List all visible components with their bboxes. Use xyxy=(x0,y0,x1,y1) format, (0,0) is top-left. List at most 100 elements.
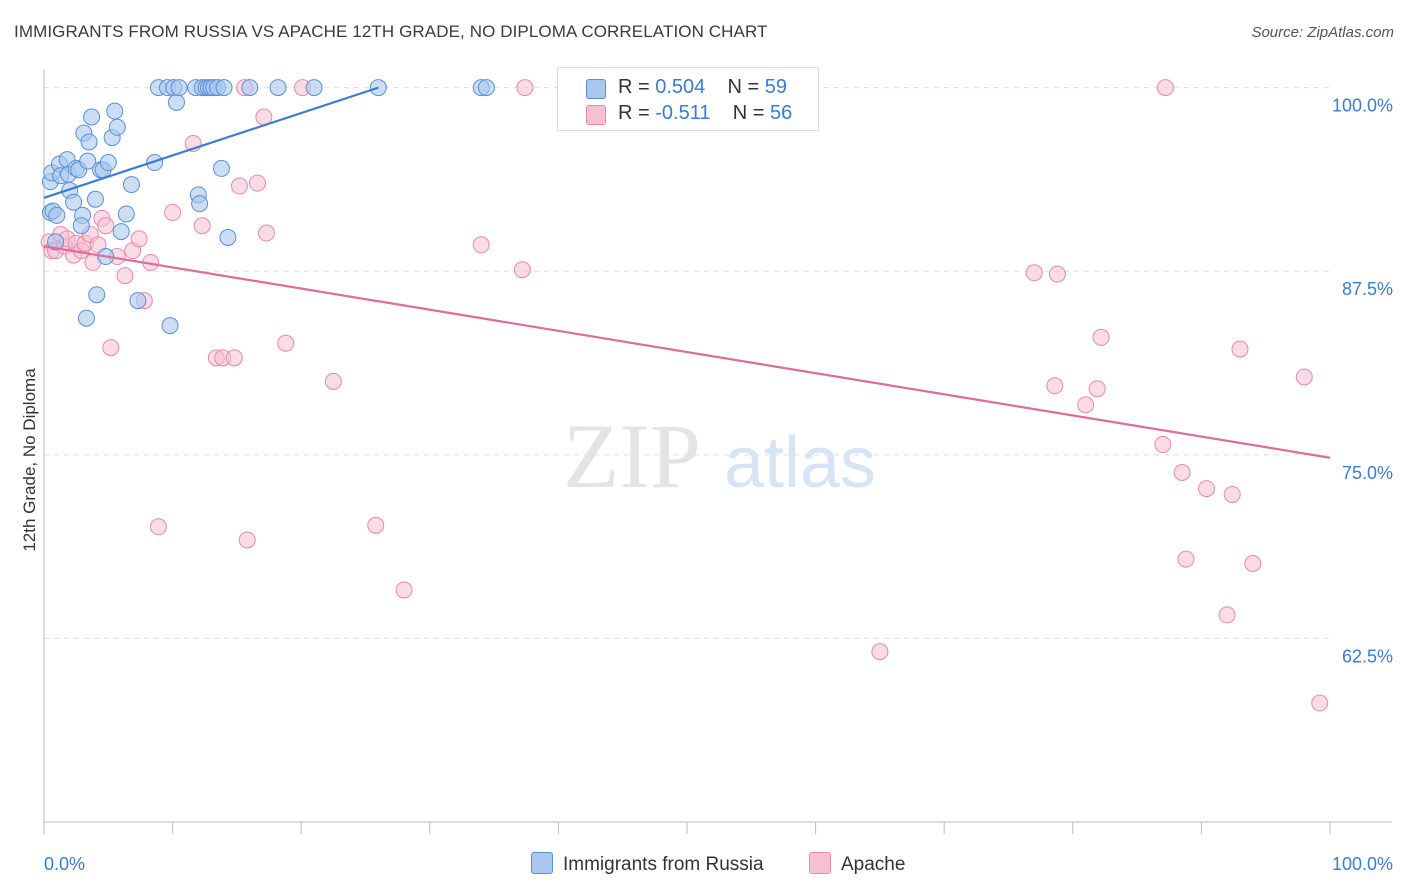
trend-lines xyxy=(43,86,1331,459)
watermark-atlas: atlas xyxy=(724,423,876,503)
apache-point xyxy=(1198,480,1216,498)
apache-point xyxy=(1046,377,1064,395)
russia-point xyxy=(191,195,209,213)
apache-point xyxy=(193,217,211,235)
russia-point xyxy=(65,193,83,211)
russia-point xyxy=(122,176,140,194)
apache-point xyxy=(164,203,182,221)
watermark: ZIP atlas xyxy=(563,405,876,507)
apache-point xyxy=(1048,265,1066,283)
y-tick-label-2: 75.0% xyxy=(1342,463,1393,483)
apache-point xyxy=(1092,328,1110,346)
legend-r-value-apache: -0.511 xyxy=(655,102,711,124)
apache-point xyxy=(248,174,266,192)
russia-point xyxy=(77,309,95,327)
apache-point xyxy=(1156,79,1174,97)
russia-point xyxy=(72,217,90,235)
russia-point xyxy=(305,79,323,97)
russia-point xyxy=(108,118,126,136)
x-tick-label-1: 100.0% xyxy=(1332,854,1393,874)
y-tick-label-0: 100.0% xyxy=(1332,96,1393,116)
legend-swatch-apache xyxy=(586,105,606,125)
apache-point xyxy=(395,581,413,599)
russia-point xyxy=(269,79,287,97)
bottom-legend-label-apache: Apache xyxy=(841,854,906,875)
legend-r-value-russia: 0.504 xyxy=(655,76,706,98)
legend-r-label: R = xyxy=(618,76,650,98)
apache-point xyxy=(1218,606,1236,624)
apache-point xyxy=(116,267,134,285)
bottom-legend-apache: Apache xyxy=(809,852,905,876)
apache-point xyxy=(367,516,385,534)
legend-swatch-russia xyxy=(586,79,606,99)
apache-trend-line xyxy=(43,245,1331,459)
legend-n-value-russia: 59 xyxy=(764,76,788,98)
apache-point xyxy=(149,518,167,536)
russia-point xyxy=(79,152,97,170)
apache-point xyxy=(1223,485,1241,503)
russia-point xyxy=(477,79,495,97)
russia-points xyxy=(41,79,495,335)
russia-point xyxy=(106,102,124,120)
bottom-legend-russia: Immigrants from Russia xyxy=(531,852,764,876)
apache-point xyxy=(1311,694,1329,712)
bottom-legend-swatch-apache xyxy=(809,852,831,874)
legend-n-value-apache: 56 xyxy=(769,102,793,124)
apache-points xyxy=(40,79,1329,712)
apache-point xyxy=(1025,264,1043,282)
russia-point xyxy=(80,133,98,151)
apache-point xyxy=(277,334,295,352)
apache-point xyxy=(238,531,256,549)
apache-point xyxy=(324,372,342,390)
apache-point xyxy=(1295,368,1313,386)
legend-n-label: N = xyxy=(732,102,765,124)
russia-point xyxy=(167,93,185,111)
correlation-legend: R = 0.504 N = 59 R = -0.511 N = 56 xyxy=(557,67,819,131)
x-tick-label-0: 0.0% xyxy=(44,854,85,874)
russia-point xyxy=(161,317,179,335)
apache-point xyxy=(1231,340,1249,358)
apache-point xyxy=(130,230,148,248)
legend-n-label: N = xyxy=(727,76,760,98)
russia-point xyxy=(99,154,117,172)
bottom-legend-label-russia: Immigrants from Russia xyxy=(563,854,764,875)
russia-point xyxy=(129,292,147,310)
russia-point xyxy=(241,79,259,97)
apache-point xyxy=(102,339,120,357)
russia-trend-line xyxy=(43,86,379,199)
russia-point xyxy=(117,205,135,223)
russia-point xyxy=(48,206,66,224)
russia-point xyxy=(86,190,104,208)
russia-point xyxy=(219,228,237,246)
russia-point xyxy=(170,79,188,97)
apache-point xyxy=(230,177,248,195)
russia-point xyxy=(112,223,130,241)
russia-point xyxy=(88,286,106,304)
apache-point xyxy=(1154,436,1172,454)
russia-point xyxy=(83,108,101,126)
chart-title: IMMIGRANTS FROM RUSSIA VS APACHE 12TH GR… xyxy=(14,22,768,41)
watermark-zip: ZIP xyxy=(563,405,701,507)
y-tick-label-1: 87.5% xyxy=(1342,279,1393,299)
y-tick-label-3: 62.5% xyxy=(1342,646,1393,666)
apache-point xyxy=(516,79,534,97)
apache-point xyxy=(871,643,889,661)
russia-point xyxy=(47,233,65,251)
apache-point xyxy=(1088,380,1106,398)
legend-r-label: R = xyxy=(618,102,650,124)
apache-point xyxy=(472,236,490,254)
apache-point xyxy=(89,236,107,254)
bottom-legend-swatch-russia xyxy=(531,852,553,874)
apache-point xyxy=(1177,550,1195,568)
apache-point xyxy=(1173,463,1191,481)
apache-point xyxy=(513,261,531,279)
apache-point xyxy=(1077,396,1095,414)
russia-point xyxy=(212,159,230,177)
apache-point xyxy=(97,217,115,235)
y-axis-label: 12th Grade, No Diploma xyxy=(20,368,39,552)
apache-point xyxy=(1244,555,1262,572)
apache-point xyxy=(257,224,275,242)
source-label: Source: ZipAtlas.com xyxy=(1251,24,1394,41)
apache-point xyxy=(225,349,243,367)
